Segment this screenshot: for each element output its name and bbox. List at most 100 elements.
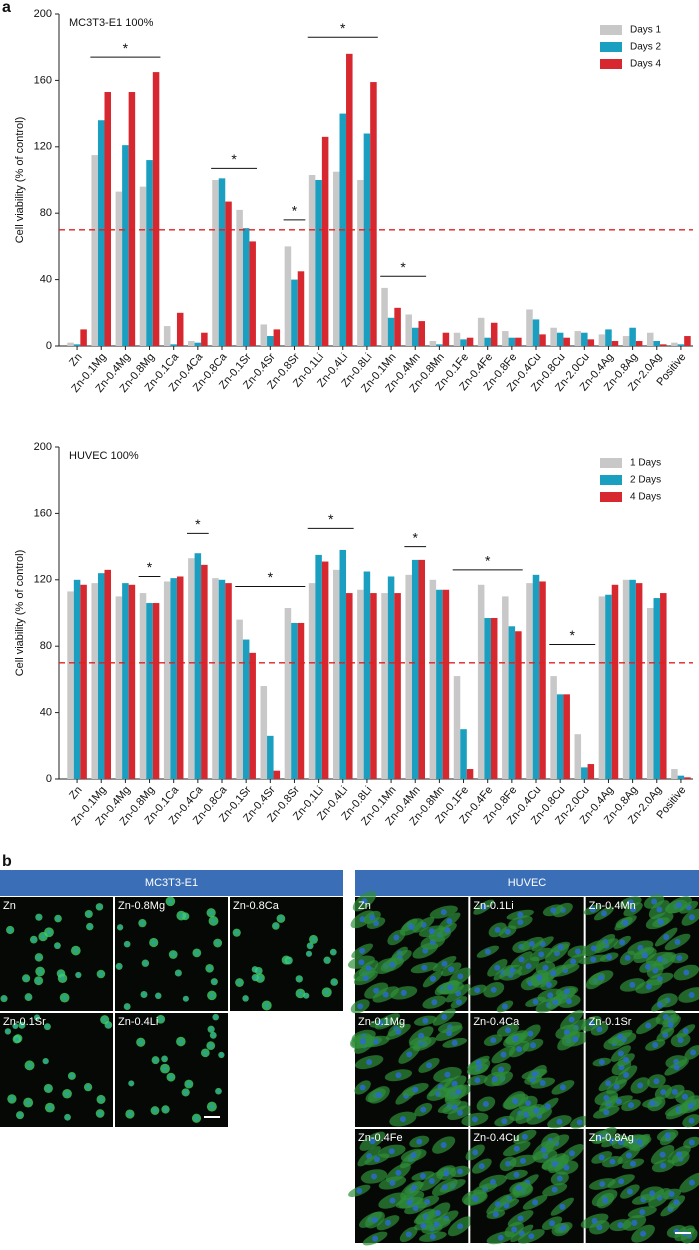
bar <box>460 729 467 779</box>
nucleus <box>676 1151 683 1158</box>
bar <box>97 573 105 779</box>
nucleus <box>590 956 597 963</box>
bar <box>315 180 322 346</box>
nucleus <box>86 912 91 917</box>
bar <box>194 342 202 346</box>
nucleus <box>542 964 549 971</box>
nucleus <box>596 1026 603 1033</box>
bar <box>660 593 667 779</box>
y-tick-label: 160 <box>34 74 52 86</box>
bar <box>677 344 685 346</box>
y-tick-label: 120 <box>34 141 52 153</box>
nucleus <box>663 934 670 941</box>
nucleus <box>234 930 239 935</box>
nucleus <box>373 1156 380 1163</box>
bar <box>394 593 401 779</box>
nucleus <box>406 1199 413 1206</box>
nucleus <box>325 958 330 963</box>
bar <box>611 584 619 779</box>
bar <box>97 120 105 347</box>
nucleus <box>278 916 283 921</box>
nucleus <box>369 1138 376 1145</box>
bar <box>370 82 377 346</box>
nucleus <box>688 1117 695 1124</box>
nucleus <box>690 1049 697 1056</box>
bar <box>67 342 74 346</box>
nucleus <box>65 1115 70 1120</box>
bar <box>532 319 540 346</box>
nucleus <box>140 921 145 926</box>
nucleus <box>163 1107 168 1112</box>
nucleus <box>512 1098 519 1105</box>
bar <box>212 578 219 779</box>
nucleus <box>9 1096 14 1101</box>
nucleus <box>513 1171 520 1178</box>
nucleus <box>517 1215 524 1222</box>
bar <box>152 603 160 779</box>
panel-title: MC3T3-E1 <box>145 877 198 889</box>
nucleus <box>501 1118 508 1125</box>
nucleus <box>509 967 516 974</box>
bar <box>622 336 630 346</box>
nucleus <box>389 1179 396 1186</box>
significance-label: * <box>400 259 406 275</box>
bar <box>587 764 595 779</box>
cells <box>0 903 106 1003</box>
bar <box>556 694 564 779</box>
bar <box>587 339 595 346</box>
nucleus <box>652 1041 659 1048</box>
nucleus <box>420 1106 427 1113</box>
nucleus <box>455 1088 462 1095</box>
bar <box>622 579 630 779</box>
nucleus <box>171 952 176 957</box>
micrograph-label: Zn-0.1Mg <box>358 1016 405 1028</box>
nucleus <box>416 1138 423 1145</box>
bar <box>291 622 298 779</box>
nucleus <box>35 1015 40 1020</box>
nucleus <box>642 952 649 959</box>
nucleus <box>98 971 103 976</box>
significance-label: * <box>328 511 334 527</box>
nucleus <box>359 1084 366 1091</box>
nucleus <box>457 1109 464 1116</box>
nucleus <box>513 1145 520 1152</box>
nucleus <box>617 1222 624 1229</box>
panel-label: a <box>2 0 11 16</box>
nucleus <box>557 944 564 951</box>
nucleus <box>532 1199 539 1206</box>
nucleus <box>629 981 636 988</box>
nucleus <box>389 961 396 968</box>
nucleus <box>539 1080 546 1087</box>
nucleus <box>286 958 291 963</box>
nucleus <box>125 942 130 947</box>
nucleus <box>62 995 67 1000</box>
bar <box>91 583 98 779</box>
nucleus <box>519 1157 526 1164</box>
nucleus <box>27 1063 32 1068</box>
nucleus <box>31 937 36 942</box>
y-tick-label: 40 <box>40 274 52 286</box>
bar <box>484 617 491 779</box>
nucleus <box>627 899 634 906</box>
nucleus <box>86 1085 91 1090</box>
nucleus <box>671 1088 678 1095</box>
nucleus <box>472 1195 479 1202</box>
nucleus <box>331 950 336 955</box>
bar <box>653 598 661 779</box>
nucleus <box>14 1037 19 1042</box>
nucleus <box>517 919 524 926</box>
nucleus <box>687 1103 694 1110</box>
micrograph-label: Zn-0.8Ag <box>589 1132 634 1144</box>
bar <box>315 554 322 779</box>
bar <box>490 617 498 779</box>
nucleus <box>76 972 81 977</box>
nucleus <box>377 1019 384 1026</box>
panel-header <box>0 870 343 896</box>
bar <box>260 324 268 346</box>
nucleus <box>457 973 464 980</box>
nucleus <box>517 911 524 918</box>
nucleus <box>441 960 448 967</box>
nucleus <box>623 1056 630 1063</box>
nucleus <box>422 1017 429 1024</box>
